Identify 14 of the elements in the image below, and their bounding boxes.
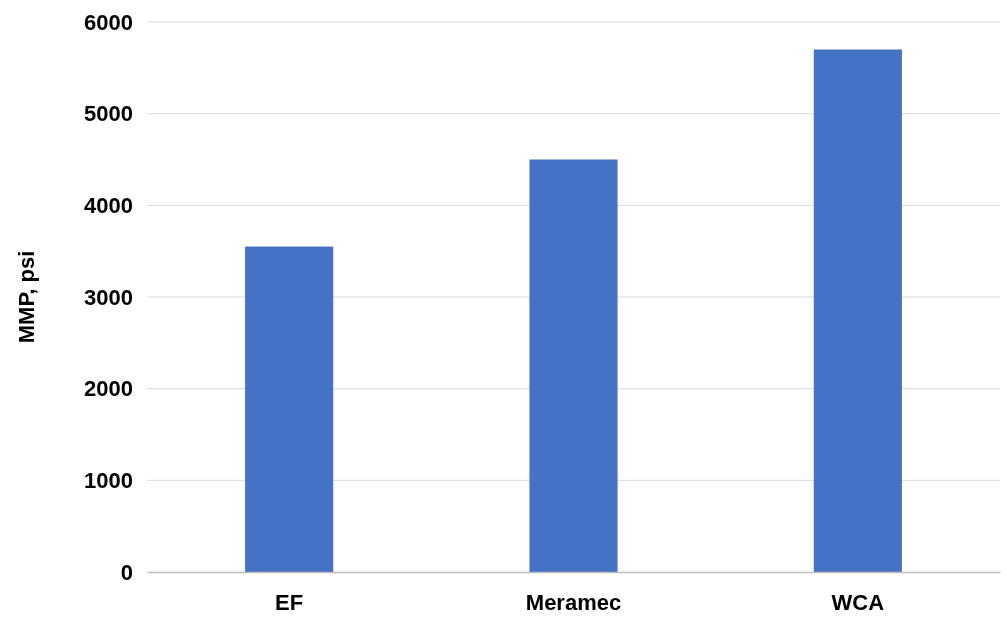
bar bbox=[245, 246, 334, 572]
y-tick-label: 3000 bbox=[84, 284, 133, 310]
y-tick-label: 4000 bbox=[84, 192, 133, 218]
y-axis-title: MMP, psi bbox=[14, 250, 39, 344]
x-tick-label: EF bbox=[275, 589, 304, 615]
y-tick-label: 5000 bbox=[84, 101, 133, 127]
x-tick-label: WCA bbox=[831, 589, 885, 615]
bar bbox=[529, 159, 618, 572]
y-tick-label: 2000 bbox=[84, 376, 133, 402]
x-tick-label: Meramec bbox=[525, 589, 622, 615]
y-tick-label: 6000 bbox=[84, 9, 133, 35]
y-tick-label: 1000 bbox=[84, 467, 133, 493]
bar bbox=[813, 49, 902, 572]
y-tick-label: 0 bbox=[120, 559, 133, 585]
